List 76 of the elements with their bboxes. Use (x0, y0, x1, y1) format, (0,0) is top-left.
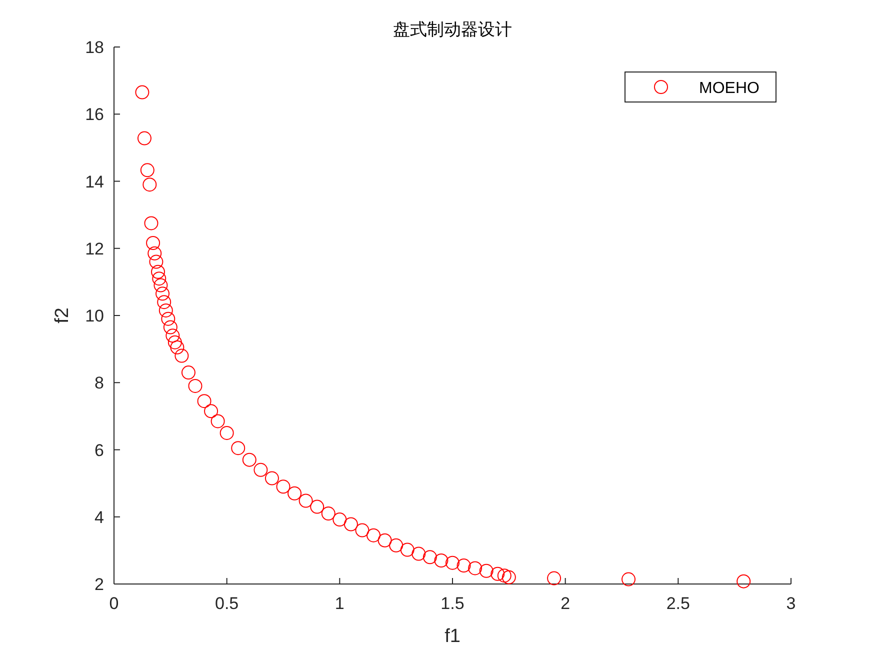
point (142, 178, 157, 192)
point (197, 394, 212, 408)
y-tick-label: 12 (85, 239, 104, 258)
legend-label: MOEHO (699, 80, 760, 97)
point (254, 462, 268, 477)
point (158, 303, 173, 318)
point (332, 512, 347, 527)
y-tick-label: 16 (85, 105, 104, 124)
x-tick-label: 3 (786, 594, 796, 613)
point (400, 542, 414, 557)
point (736, 574, 751, 588)
point (181, 366, 196, 380)
point (156, 286, 170, 301)
point (148, 246, 162, 260)
x-tick-label: 1 (334, 594, 344, 613)
point (154, 278, 168, 292)
point (163, 320, 178, 334)
point (170, 340, 184, 354)
point (220, 426, 234, 440)
legend: MOEHO (624, 72, 776, 102)
y-tick-label: 6 (94, 440, 104, 460)
point (149, 254, 164, 269)
point (166, 328, 180, 343)
point (146, 236, 160, 250)
point (161, 312, 176, 326)
y-tick-label: 4 (94, 508, 104, 527)
x-tick-label: 0 (109, 594, 119, 613)
x-tick-label: 2 (560, 594, 570, 613)
point (298, 494, 313, 508)
point (497, 568, 512, 583)
point (434, 554, 448, 568)
y-tick-label: 2 (94, 575, 104, 594)
point (321, 506, 336, 521)
point (168, 335, 182, 350)
point (355, 523, 370, 538)
point (378, 533, 392, 548)
point (137, 131, 152, 146)
point (242, 452, 256, 467)
point (446, 556, 460, 570)
point (140, 163, 154, 178)
point (490, 566, 505, 581)
y-tick-label: 14 (85, 172, 104, 192)
point (157, 295, 172, 310)
point (389, 538, 404, 552)
x-tick-label: 2.5 (666, 594, 690, 613)
x-axis-title: f1 (444, 626, 460, 647)
point (456, 558, 471, 573)
x-tick-label: 1.5 (440, 594, 464, 613)
point (479, 564, 494, 578)
y-tick-label: 8 (94, 374, 104, 393)
point (151, 264, 166, 279)
point (310, 500, 324, 514)
point (135, 85, 150, 100)
y-axis-title: f2 (52, 308, 73, 324)
point (264, 471, 279, 486)
point (622, 572, 636, 586)
point (547, 571, 562, 586)
point (366, 528, 381, 542)
point (152, 272, 166, 286)
y-tick-label: 18 (85, 38, 104, 57)
point (210, 414, 225, 428)
x-tick-label: 0.5 (215, 594, 239, 613)
point (468, 561, 482, 576)
point (231, 441, 246, 456)
point (344, 517, 358, 532)
point (422, 550, 437, 564)
point (174, 348, 189, 363)
point (144, 216, 158, 230)
point (276, 480, 290, 494)
point (188, 378, 202, 393)
y-tick-label: 10 (85, 306, 104, 326)
point (204, 404, 218, 418)
point (502, 570, 516, 584)
point (288, 486, 302, 500)
chart-title: 盘式制动器设计 (393, 20, 512, 39)
point (412, 546, 426, 561)
